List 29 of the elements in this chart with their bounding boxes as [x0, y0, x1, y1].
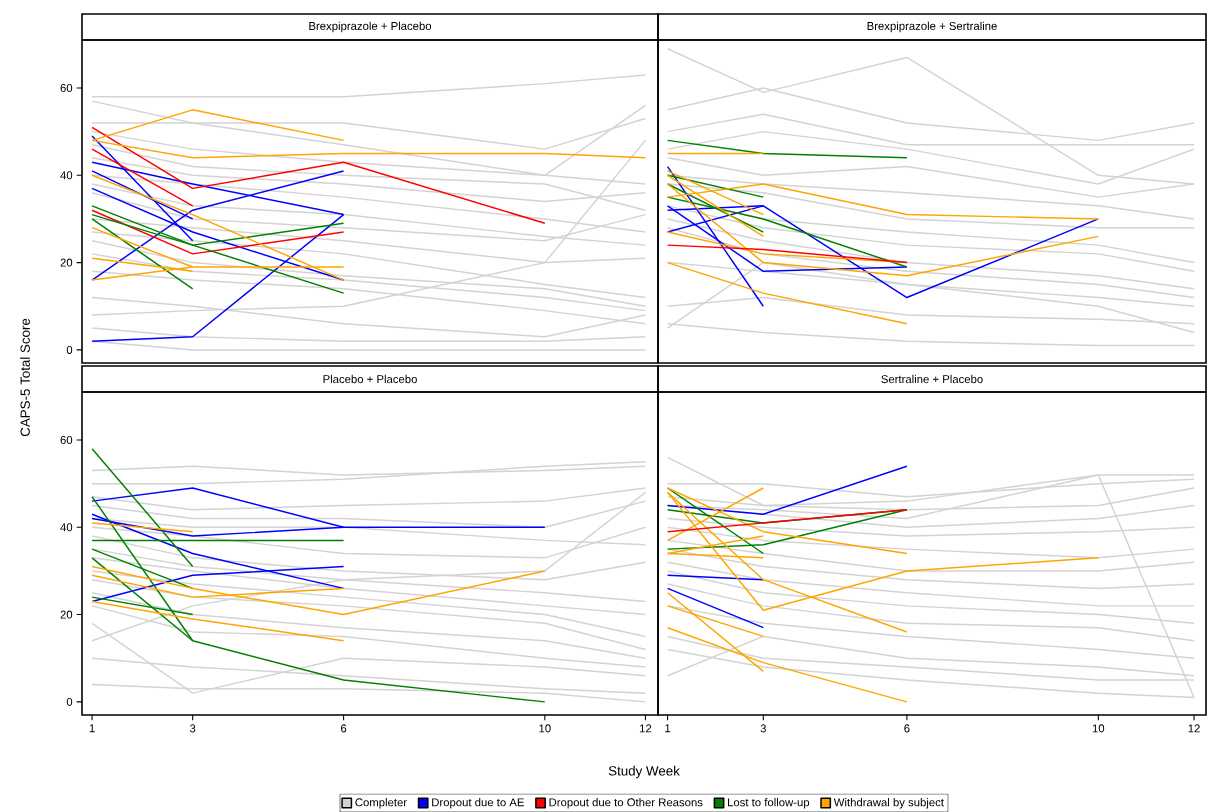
x-tick-label: 10 — [1092, 724, 1105, 733]
x-tick-label: 10 — [539, 724, 551, 733]
x-tick-label: 12 — [1188, 724, 1200, 733]
legend-label: Withdrawal by subject — [833, 798, 944, 809]
y-tick-label: 20 — [60, 258, 73, 267]
x-tick-label: 1 — [89, 724, 95, 733]
x-tick-label: 6 — [904, 724, 910, 733]
x-tick-label: 1 — [665, 724, 671, 733]
x-tick-label: 12 — [639, 724, 652, 733]
chart-title: Brexpiprazole + Placebo — [309, 21, 432, 33]
y-axis-title: CAPS-5 Total Score — [20, 318, 30, 437]
y-tick-label: 40 — [60, 171, 73, 180]
y-tick-label: 0 — [66, 697, 73, 706]
y-tick-label: 60 — [60, 84, 73, 93]
y-tick-label: 20 — [60, 610, 73, 619]
legend-label: Completer — [355, 798, 407, 809]
legend-label: Dropout due to AE — [432, 798, 524, 809]
x-axis-title: Study Week — [608, 765, 680, 779]
y-tick-label: 60 — [60, 436, 73, 445]
chart-title: Sertraline + Placebo — [881, 374, 983, 384]
x-tick-label: 3 — [189, 724, 196, 733]
y-tick-label: 0 — [66, 345, 73, 354]
x-tick-label: 6 — [341, 724, 347, 733]
x-tick-label: 3 — [760, 724, 766, 733]
chart-title: Placebo + Placebo — [323, 374, 417, 384]
y-tick-label: 40 — [60, 523, 73, 532]
chart-title: Brexpiprazole + Sertraline — [867, 21, 997, 33]
legend-label: Lost to follow-up — [728, 798, 810, 809]
legend-label: Dropout due to Other Reasons — [549, 798, 703, 809]
